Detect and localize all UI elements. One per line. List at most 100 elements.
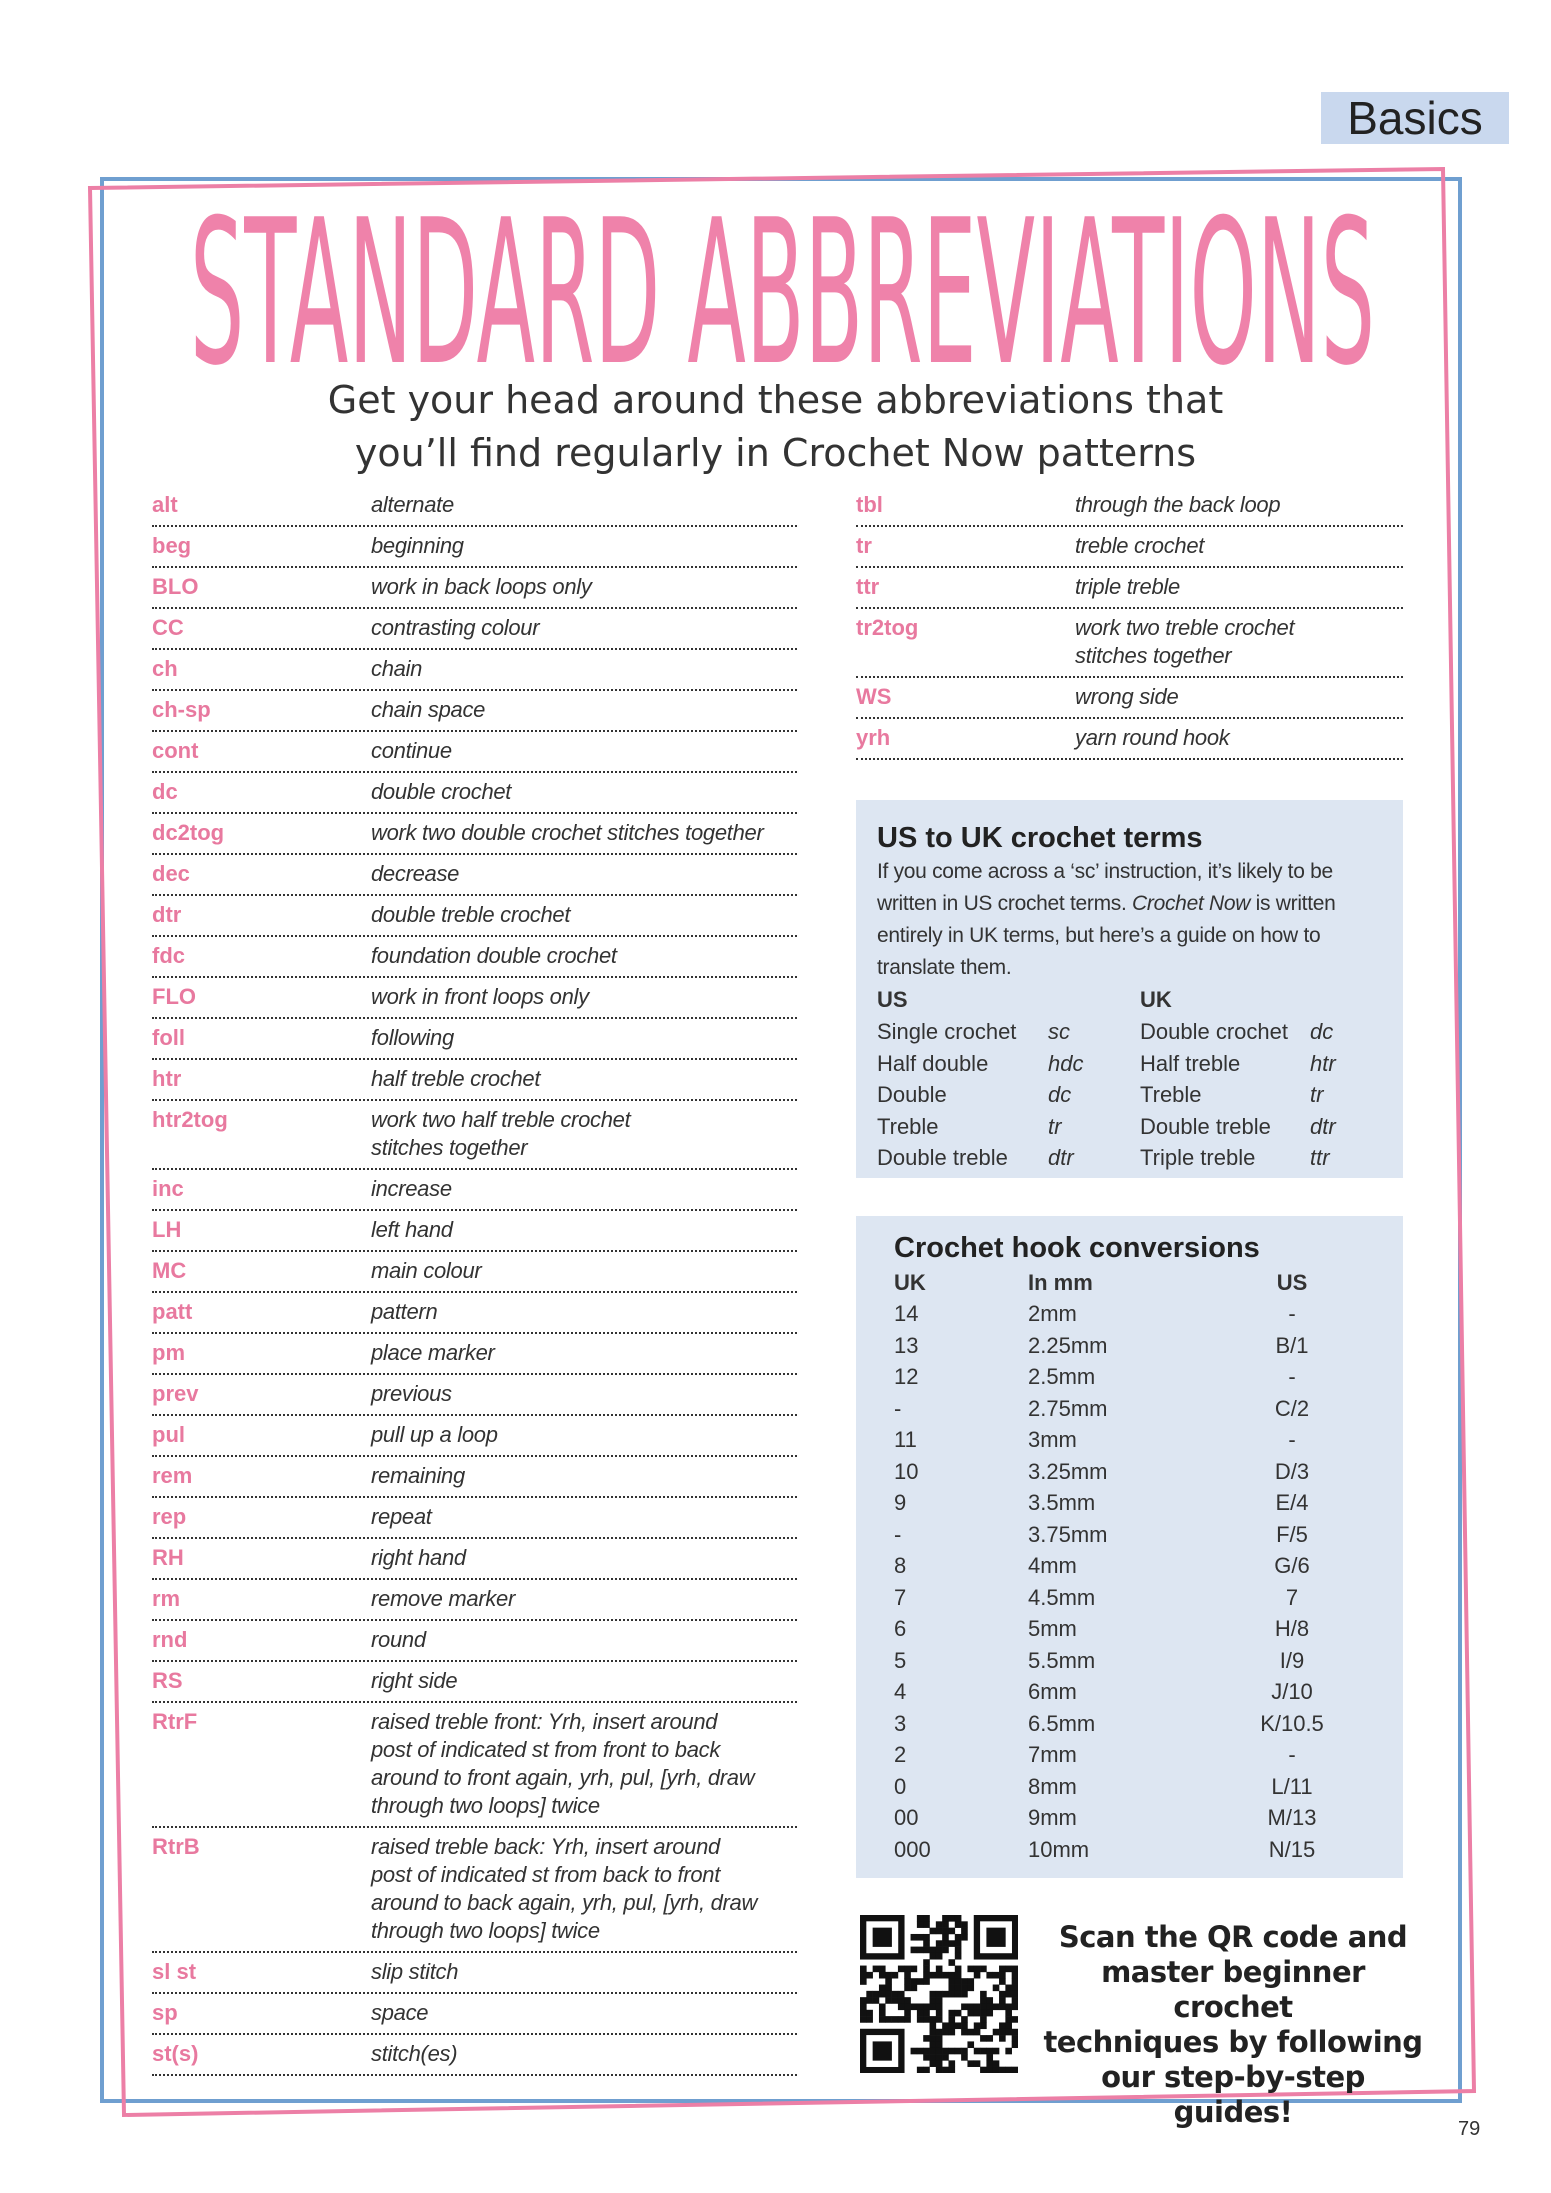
definition: double crochet (371, 779, 512, 804)
qr-module (980, 1990, 987, 1998)
definition: remove marker (371, 1586, 516, 1611)
definition-line: stitches together (1075, 643, 1232, 668)
qr-module (916, 1978, 924, 1985)
qr-module (1005, 2009, 1012, 2017)
term-cell: Double treble (1140, 1113, 1271, 1139)
qr-module (948, 1971, 956, 1979)
hook-cell: 14 (894, 1301, 919, 1326)
hook-cell: 5.5mm (1028, 1647, 1096, 1673)
qr-module (910, 1984, 918, 1992)
hook-cell: D/3 (1274, 1458, 1310, 1484)
hook-cell: E/4 (1275, 1490, 1309, 1515)
abbreviation: WS (856, 684, 892, 709)
definition: work two half treble crochet stitches tog… (371, 1106, 631, 1162)
abbreviation-row: pm place marker (152, 1334, 797, 1375)
definition: main colour (371, 1258, 482, 1283)
qr-module (942, 2022, 949, 2030)
hook-cell: 6 (894, 1616, 907, 1641)
abbreviation-row: dc double crochet (152, 773, 797, 814)
qr-module (923, 2066, 930, 2073)
qr-module (961, 1984, 968, 1992)
qr-module (923, 1946, 930, 1954)
qr-module (948, 1978, 956, 1985)
qr-module (929, 2022, 937, 2030)
qr-module (910, 2047, 918, 2055)
qr-module (948, 2066, 956, 2073)
qr-module (961, 1978, 968, 1985)
qr-module (986, 2054, 994, 2061)
qr-module (923, 1971, 930, 1979)
qr-module (980, 1965, 987, 1973)
qr-module (999, 2003, 1006, 2011)
abbreviation: RtrF (152, 1709, 198, 1734)
term-cell: Double (877, 1082, 947, 1108)
pink-frame (87, 166, 1477, 2118)
qr-module (929, 2016, 937, 2023)
qr-module (935, 1971, 943, 1979)
qr-module (878, 1984, 886, 1992)
abbreviation: CC (152, 615, 184, 640)
abbreviation-row: FLO work in front loops only (152, 978, 797, 1019)
hook-cell: C/2 (1274, 1395, 1310, 1421)
abbreviation-row: tr2tog work two treble crochet stitches to… (856, 609, 1403, 678)
abbreviation-row: cont continue (152, 732, 797, 773)
qr-module (954, 2047, 962, 2055)
abbreviation-row: ch chain (152, 650, 797, 691)
hook-cell: 3.5mm (1028, 1490, 1096, 1515)
hook-cell: 2.25mm (1028, 1332, 1108, 1358)
qr-module (860, 2003, 867, 2011)
abbreviation: LH (152, 1217, 182, 1242)
abbreviation: st(s) (152, 2041, 199, 2066)
term-cell: dtr (1048, 1145, 1074, 1171)
hook-cell: 3.75mm (1028, 1521, 1108, 1547)
qr-module (1011, 1965, 1018, 1973)
qr-module (923, 1940, 930, 1947)
qr-module (948, 2028, 956, 2036)
qr-module (929, 2035, 937, 2042)
term-cell: Half double (877, 1050, 989, 1076)
qr-module (999, 1971, 1006, 1979)
abbreviation: ttr (856, 574, 880, 599)
qr-module (916, 2003, 924, 2011)
qr-text-line: our step-by-step guides! (1101, 2060, 1365, 2129)
hook-cell: 2.5mm (1028, 1364, 1096, 1389)
qr-module (1005, 2066, 1012, 2073)
abbreviation: beg (152, 533, 192, 558)
abbreviation: fdc (152, 943, 185, 968)
hook-cell: 10mm (1028, 1836, 1090, 1862)
hook-cell: M/13 (1267, 1805, 1317, 1830)
qr-module (942, 1915, 949, 1922)
qr-module (973, 1971, 981, 1979)
qr-module (948, 1915, 956, 1922)
abbreviation: RH (152, 1545, 184, 1570)
hook-cell: 0 (894, 1773, 907, 1799)
abbreviation-row: WS wrong side (856, 678, 1403, 719)
hook-cell: 10 (894, 1458, 919, 1484)
definition: place marker (371, 1340, 495, 1365)
us-uk-box: US to UK crochet terms If you come acros… (856, 800, 1403, 1178)
qr-module (891, 1990, 899, 1998)
hook-cell: 6mm (1028, 1679, 1077, 1704)
qr-module (948, 2060, 956, 2067)
definition-line: around to front again, yrh, pul, [yrh, d… (371, 1765, 755, 1790)
qr-module (923, 1915, 930, 1922)
qr-module (891, 2016, 899, 2023)
intro-text: is written entirely in UK terms, but her… (877, 892, 1336, 979)
qr-module (986, 2035, 994, 2042)
abbreviation: RtrB (152, 1834, 200, 1859)
title: STANDARD ABBREVIATIONS (190, 177, 1375, 410)
hook-cell: L/11 (1271, 1773, 1313, 1799)
qr-module (916, 1933, 924, 1941)
qr-module (923, 2047, 930, 2055)
definition: yarn round hook (1075, 725, 1230, 750)
qr-module (961, 1921, 968, 1928)
qr-module (935, 2003, 943, 2011)
abbreviation-row: rm remove marker (152, 1580, 797, 1621)
qr-module (885, 1971, 892, 1979)
definition: work in back loops only (371, 574, 592, 599)
qr-module (878, 2009, 886, 2017)
definition: work in front loops only (371, 984, 589, 1009)
definition-line: through two loops] twice (371, 1793, 600, 1818)
hook-cell: 7mm (1028, 1742, 1077, 1767)
